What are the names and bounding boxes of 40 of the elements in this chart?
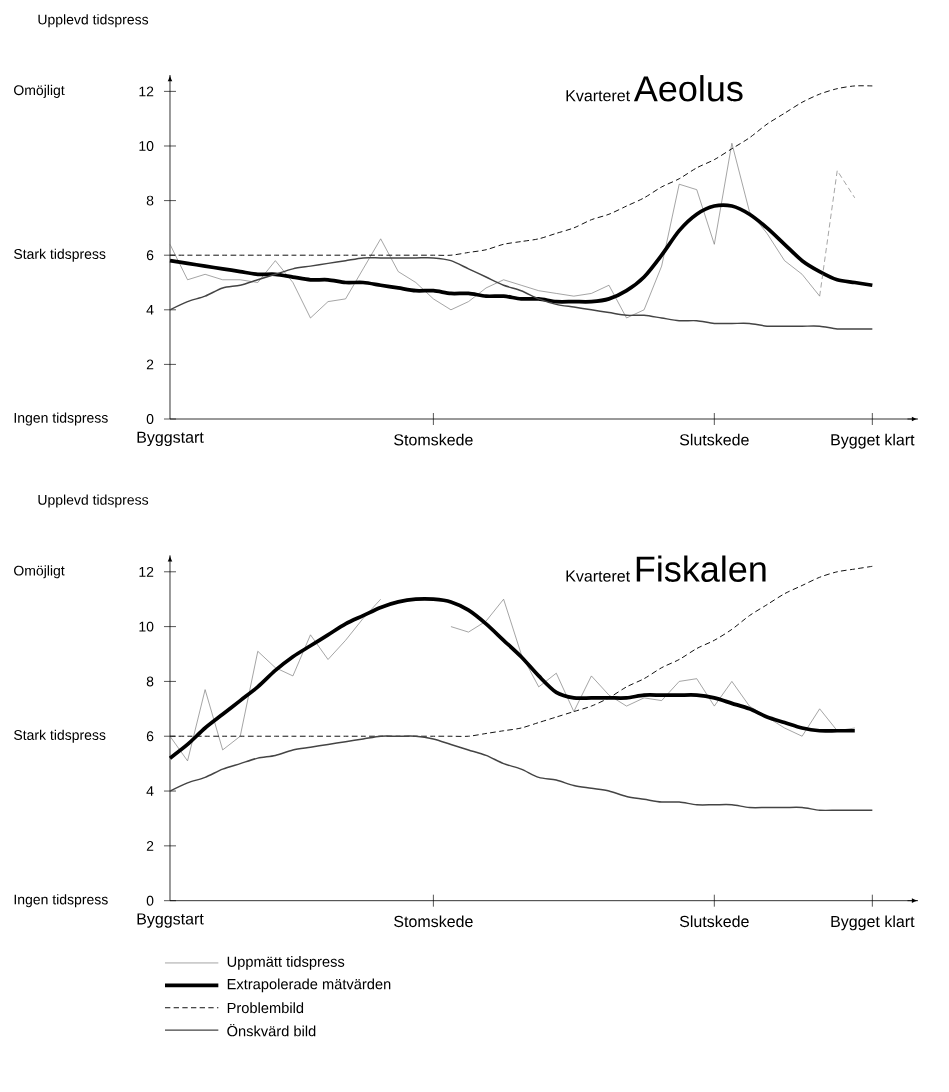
x-tick-label: Byggstart — [137, 431, 204, 447]
y-tick-label: 0 — [146, 895, 154, 906]
y-tick-label: 12 — [139, 566, 154, 577]
text: Omöjligt — [14, 565, 65, 579]
x-tick-label: Byggstart — [137, 913, 204, 928]
line-series — [169, 257, 874, 330]
y-tick-label: 8 — [146, 676, 154, 687]
text: Omöjligt — [14, 84, 65, 98]
y-tick-label: 4 — [146, 305, 154, 315]
text: Ingen tidspress — [14, 894, 108, 908]
legend-label: Problembild — [227, 1002, 304, 1014]
y-tick-label: 8 — [146, 195, 154, 206]
x-tick-label: Slutskede — [679, 433, 749, 446]
text: Ingen tidspress — [14, 412, 108, 426]
x-tick-label: Bygget klart — [831, 433, 915, 449]
x-tick-label: Slutskede — [679, 915, 749, 928]
x-tick-label: Stomskede — [394, 433, 473, 446]
text: Stark tidspress — [14, 729, 106, 743]
y-tick-label: 0 — [146, 414, 154, 424]
y-tick-label: 10 — [139, 141, 154, 151]
chart-subtitle: Aeolus — [633, 75, 743, 102]
legend-label: Önskvärd bild — [227, 1023, 316, 1037]
x-tick-label: Bygget klart — [831, 915, 915, 931]
text: Kvarteret — [566, 570, 630, 582]
y-tick-label: 2 — [146, 359, 154, 370]
legend-label: Extrapolerade mätvärden — [227, 978, 391, 993]
legend-label: Uppmätt tidspress — [227, 956, 345, 970]
y-tick-label: 10 — [139, 621, 154, 632]
y-tick-label: 6 — [146, 250, 154, 261]
y-tick-label: 6 — [146, 731, 154, 742]
y-tick-label: 4 — [146, 786, 154, 796]
y-tick-label: 12 — [139, 86, 154, 97]
line-series — [169, 735, 874, 812]
y-tick-label: 2 — [146, 840, 154, 851]
x-tick-label: Stomskede — [394, 915, 473, 928]
chart-subtitle: Fiskalen — [636, 555, 766, 582]
text: Stark tidspress — [14, 248, 106, 262]
y-axis-title: Upplevd tidspress — [38, 14, 149, 28]
text: Kvarteret — [566, 90, 630, 102]
y-axis-title: Upplevd tidspress — [38, 494, 149, 508]
